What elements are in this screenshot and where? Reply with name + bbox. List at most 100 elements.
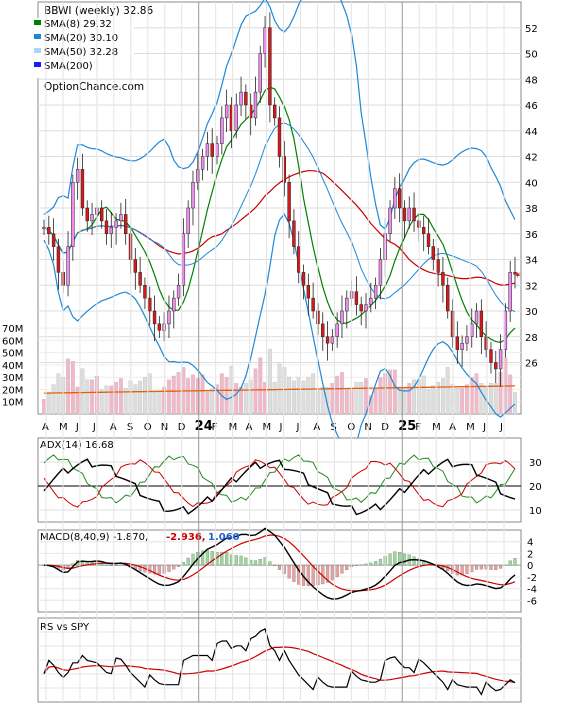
macd-histogram-bar bbox=[330, 564, 334, 581]
volume-bar bbox=[373, 388, 378, 415]
macd-title: MACD(8,40,9) -1.870, bbox=[40, 532, 148, 543]
macd-histogram-bar bbox=[325, 564, 330, 583]
candle-body bbox=[460, 342, 464, 350]
candle-body bbox=[412, 207, 416, 222]
volume-bar bbox=[123, 388, 128, 415]
macd-histogram-bar bbox=[508, 560, 512, 566]
candle-body bbox=[369, 297, 373, 305]
volume-bar bbox=[70, 361, 75, 415]
macd-histogram-bar bbox=[354, 564, 358, 566]
volume-bar bbox=[157, 390, 162, 415]
candle-body bbox=[402, 207, 407, 222]
volume-bar bbox=[315, 390, 320, 415]
volume-bar bbox=[508, 374, 513, 415]
macd-histogram-bar bbox=[138, 564, 142, 572]
candle-body bbox=[311, 297, 315, 312]
candle-body bbox=[378, 259, 383, 286]
volume-bar bbox=[340, 372, 344, 415]
volume-bar bbox=[118, 378, 123, 415]
macd-tick-label: 0 bbox=[527, 561, 533, 572]
volume-bar bbox=[479, 383, 484, 415]
macd-histogram-bar bbox=[412, 556, 416, 566]
macd-histogram-bar bbox=[316, 564, 320, 586]
price-panel: 2628303234363840424446485052AMJJASOND24F… bbox=[2, 0, 538, 451]
volume-bar bbox=[344, 389, 349, 415]
volume-bar bbox=[133, 384, 138, 415]
candle-body bbox=[441, 272, 445, 286]
candle-body bbox=[133, 259, 138, 273]
volume-bar bbox=[66, 358, 70, 415]
macd-histogram-bar bbox=[167, 564, 171, 572]
candle-body bbox=[479, 310, 484, 337]
volume-bar bbox=[460, 388, 465, 415]
volume-tick-label: 60M bbox=[2, 336, 23, 347]
candle-body bbox=[306, 285, 311, 299]
macd-histogram-bar bbox=[335, 564, 339, 578]
legend-entry: SMA(8) 29.32 bbox=[44, 19, 112, 30]
candle-body bbox=[239, 91, 243, 106]
candle-body bbox=[152, 310, 157, 325]
volume-bar bbox=[493, 383, 498, 415]
price-tick-label: 42 bbox=[525, 153, 538, 164]
candle-body bbox=[397, 188, 402, 209]
candle-body bbox=[474, 310, 479, 325]
volume-bar bbox=[99, 389, 104, 415]
volume-bar bbox=[378, 377, 383, 415]
volume-tick-label: 30M bbox=[2, 373, 23, 384]
volume-bar bbox=[431, 385, 436, 415]
candle-body bbox=[373, 285, 378, 299]
month-label: F bbox=[212, 422, 218, 433]
macd-histogram-bar bbox=[479, 564, 483, 570]
volume-bar bbox=[162, 386, 167, 415]
volume-bar bbox=[171, 375, 176, 415]
adx-tick-label: 10 bbox=[529, 506, 542, 517]
volume-tick-label: 10M bbox=[2, 398, 23, 409]
legend-swatch bbox=[34, 34, 41, 39]
price-tick-label: 30 bbox=[525, 307, 538, 318]
macd-histogram-bar bbox=[513, 558, 517, 566]
macd-histogram-bar bbox=[172, 564, 176, 570]
macd-histogram-bar bbox=[465, 564, 469, 575]
month-label: J bbox=[279, 422, 283, 433]
macd-histogram-bar bbox=[201, 550, 205, 566]
candle-body bbox=[71, 182, 75, 247]
candle-body bbox=[167, 310, 171, 325]
macd-histogram-bar bbox=[268, 561, 272, 566]
candle-body bbox=[42, 227, 46, 230]
candle-body bbox=[364, 304, 368, 312]
candle-body bbox=[124, 214, 128, 234]
volume-bar bbox=[301, 380, 306, 415]
candle-body bbox=[273, 104, 277, 119]
volume-bar bbox=[392, 369, 397, 415]
brand-label: OptionChance.com bbox=[44, 81, 144, 93]
macd-histogram-bar bbox=[104, 564, 109, 566]
candle-body bbox=[455, 336, 460, 350]
macd-histogram-bar bbox=[273, 564, 277, 566]
candle-body bbox=[75, 169, 80, 183]
volume-bar bbox=[287, 377, 292, 415]
macd-histogram-bar bbox=[119, 564, 123, 566]
month-label: 25 bbox=[398, 419, 416, 434]
month-label: J bbox=[75, 422, 79, 433]
volume-tick-label: 20M bbox=[2, 385, 23, 396]
candle-body bbox=[431, 246, 435, 260]
candle-body bbox=[388, 207, 392, 234]
volume-bar bbox=[450, 384, 455, 415]
candle-body bbox=[292, 220, 296, 247]
adx-panel: 10 20 30 bbox=[37, 437, 542, 523]
candle-body bbox=[330, 336, 335, 344]
volume-bar bbox=[176, 372, 181, 415]
price-tick-label: 26 bbox=[525, 359, 538, 370]
macd-histogram-bar bbox=[162, 564, 166, 574]
volume-bar bbox=[306, 377, 311, 415]
candle-body bbox=[513, 272, 517, 275]
price-tick-label: 50 bbox=[525, 50, 538, 61]
adx-tick-label: 30 bbox=[529, 458, 542, 469]
volume-bar bbox=[248, 379, 253, 415]
legend: SMA(8) 29.32 SMA(20) 30.10 SMA(50) 32.28 SM… bbox=[30, 18, 134, 78]
candle-body bbox=[268, 27, 272, 106]
volume-bar bbox=[56, 373, 61, 415]
macd-histogram-bar bbox=[388, 553, 392, 566]
candle-body bbox=[99, 207, 104, 222]
macd-histogram-bar bbox=[210, 551, 214, 566]
